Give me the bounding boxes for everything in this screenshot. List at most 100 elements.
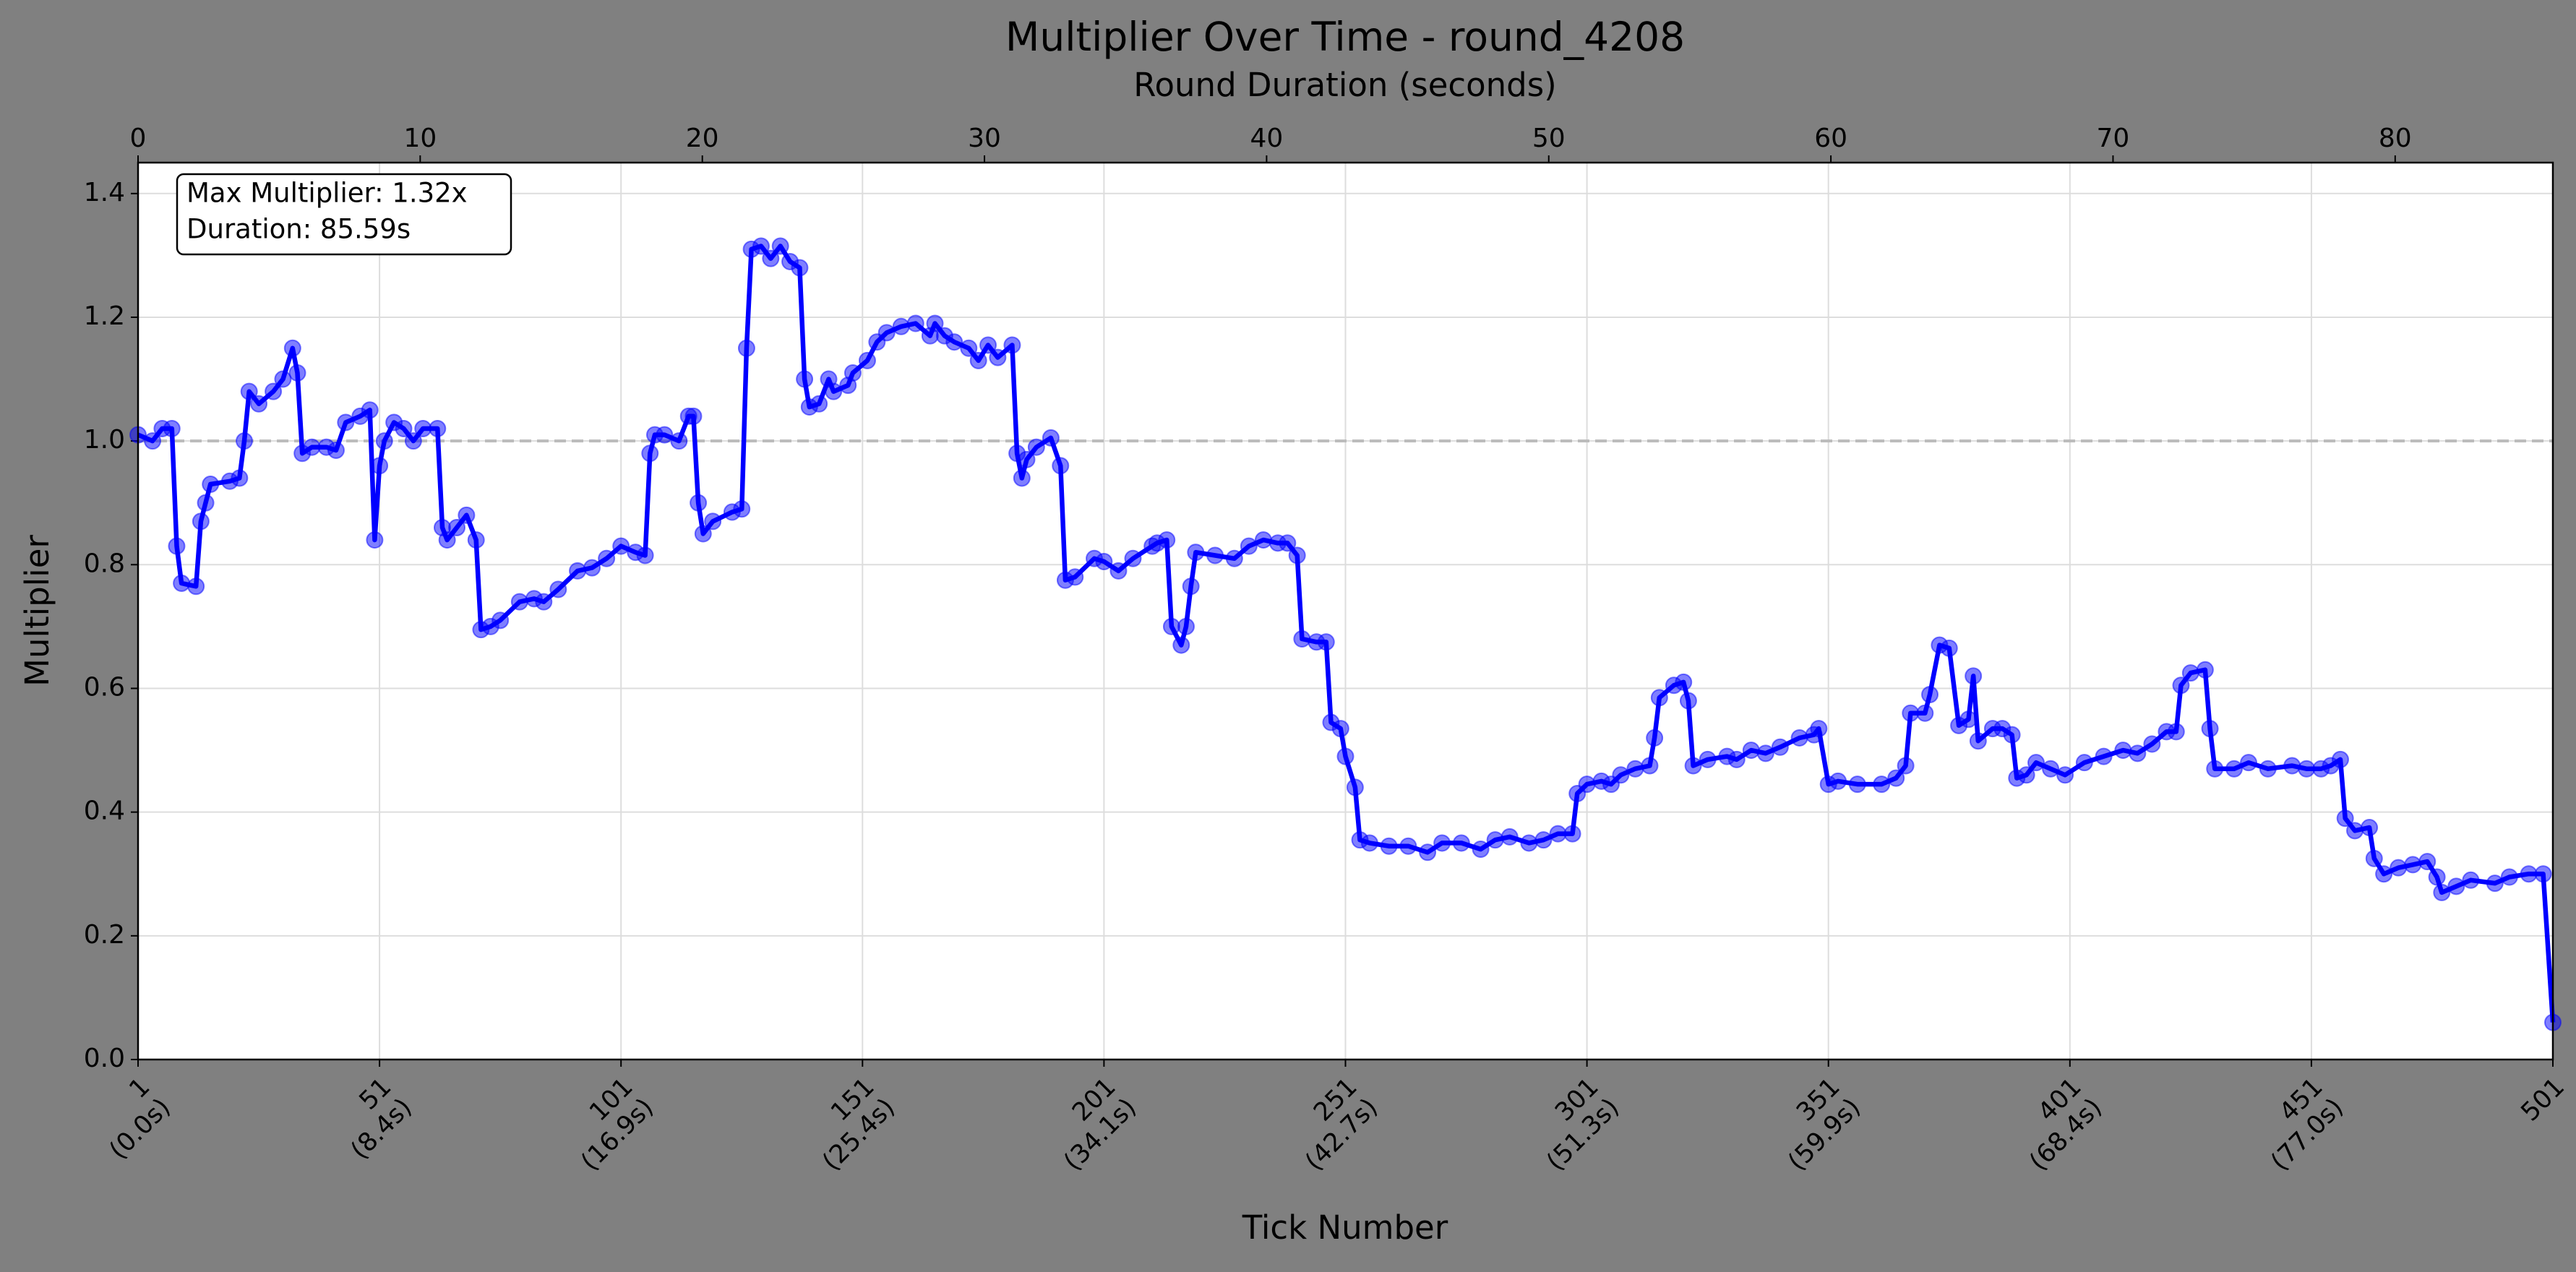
data-point	[1829, 772, 1847, 790]
data-point	[1887, 769, 1905, 787]
data-point	[810, 395, 828, 413]
data-point	[231, 469, 249, 487]
data-point	[1916, 704, 1934, 722]
data-point	[1641, 757, 1659, 775]
data-point	[240, 382, 258, 400]
data-point	[2428, 868, 2446, 886]
data-point	[1486, 831, 1504, 849]
data-point	[1921, 686, 1939, 704]
data-point	[2143, 735, 2161, 753]
data-point	[1897, 757, 1915, 775]
data-point	[1534, 831, 1553, 849]
data-point	[2486, 874, 2504, 893]
data-point	[752, 237, 770, 255]
data-point	[1433, 834, 1451, 852]
data-point	[283, 339, 301, 357]
data-point	[2462, 871, 2480, 889]
data-point	[684, 407, 703, 425]
data-point	[1331, 720, 1349, 738]
data-point	[1771, 738, 1789, 756]
data-point	[202, 476, 220, 494]
data-point	[1293, 630, 1311, 648]
data-point	[892, 317, 910, 335]
axes-frame	[137, 161, 2554, 1061]
data-point	[2375, 865, 2393, 883]
data-point	[1452, 834, 1470, 852]
data-point	[327, 441, 345, 459]
data-point	[2129, 744, 2147, 762]
data-point	[197, 494, 215, 512]
data-point	[825, 382, 843, 400]
data-point	[2017, 766, 2035, 784]
data-point	[2003, 726, 2021, 744]
data-point	[969, 351, 987, 369]
data-point	[173, 574, 191, 592]
data-point	[1360, 834, 1378, 852]
data-point	[2181, 664, 2199, 682]
data-point	[906, 314, 924, 332]
data-point	[2225, 760, 2243, 778]
data-point	[1317, 633, 1335, 651]
annotation-text: Duration: 85.59s	[186, 214, 411, 245]
data-point	[1848, 775, 1866, 794]
y-tick-label: 1.4	[84, 178, 125, 207]
x2-tick-label: 30	[968, 124, 1001, 153]
x2-tick-label: 40	[1250, 124, 1283, 153]
data-point	[371, 457, 389, 475]
data-point	[187, 577, 205, 596]
data-point	[2283, 757, 2301, 775]
data-point	[2418, 853, 2437, 871]
data-point	[2404, 856, 2422, 874]
data-point	[598, 549, 616, 567]
data-point	[2206, 760, 2224, 778]
data-point	[858, 351, 876, 369]
x2-tick-label: 80	[2379, 124, 2412, 153]
data-point	[690, 494, 708, 512]
data-point	[1042, 429, 1060, 447]
data-point	[549, 580, 567, 598]
data-point	[2336, 809, 2354, 828]
data-point	[163, 420, 181, 438]
data-point	[366, 531, 384, 549]
data-point	[2240, 754, 2258, 772]
data-point	[1626, 760, 1644, 778]
data-point	[1699, 750, 1717, 768]
data-point	[1013, 469, 1031, 487]
data-point	[737, 339, 755, 357]
data-point	[612, 537, 630, 555]
data-point	[1182, 577, 1200, 596]
data-point	[2167, 723, 2185, 741]
data-point	[1003, 336, 1021, 354]
data-point	[1756, 744, 1774, 762]
data-point	[2534, 865, 2552, 883]
data-point	[1095, 553, 1113, 571]
data-point	[1563, 825, 1581, 843]
x2-tick-label: 70	[2097, 124, 2130, 153]
data-point	[448, 518, 466, 536]
data-point	[1206, 546, 1224, 564]
data-point	[2075, 754, 2093, 772]
data-point	[1109, 562, 1128, 580]
data-point	[274, 370, 292, 388]
data-point	[1052, 457, 1070, 475]
data-point	[458, 506, 476, 524]
x-axis-label: Tick Number	[1242, 1208, 1448, 1247]
data-point	[641, 444, 659, 463]
data-point	[1810, 720, 1828, 738]
data-point	[1727, 750, 1746, 768]
data-point	[960, 339, 978, 357]
data-point	[704, 512, 722, 530]
data-point	[2331, 750, 2349, 768]
data-point	[192, 512, 210, 530]
data-point	[656, 426, 674, 444]
data-point	[1472, 841, 1490, 859]
data-point	[1742, 742, 1760, 760]
data-point	[1346, 778, 1364, 796]
data-point	[771, 237, 789, 255]
x2-tick-label: 0	[130, 124, 147, 153]
data-point	[1187, 543, 1205, 562]
y-tick-label: 1.2	[84, 301, 125, 331]
x2-tick-label: 10	[403, 124, 437, 153]
